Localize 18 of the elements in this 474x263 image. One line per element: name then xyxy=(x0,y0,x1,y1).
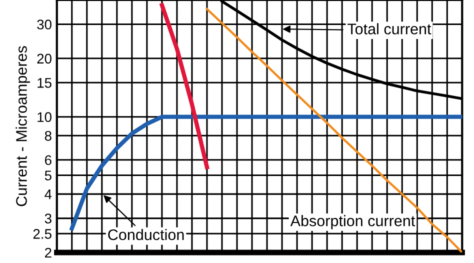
y-tick-label: 15 xyxy=(38,78,52,88)
annotation: Absorption current xyxy=(290,215,416,230)
line-series xyxy=(70,114,462,231)
line-series xyxy=(206,8,462,252)
y-tick-label: 30 xyxy=(37,20,52,30)
y-tick-label: 2 xyxy=(44,248,52,258)
y-tick-label: 6 xyxy=(45,155,52,166)
y-tick-label: 5 xyxy=(44,170,52,180)
annotation: Total current xyxy=(348,23,432,34)
line-series xyxy=(160,3,210,170)
y-axis-title: Current - Microamperes xyxy=(16,46,30,206)
annotation: Conduction xyxy=(108,228,184,240)
y-tick-label: 20 xyxy=(37,54,52,64)
y-tick-label: 3 xyxy=(44,214,52,224)
y-tick-label: 2.5 xyxy=(33,229,52,239)
y-tick-label: 8 xyxy=(44,130,52,141)
y-tick-label: 4 xyxy=(44,190,52,200)
y-tick-label: 10 xyxy=(38,112,52,122)
